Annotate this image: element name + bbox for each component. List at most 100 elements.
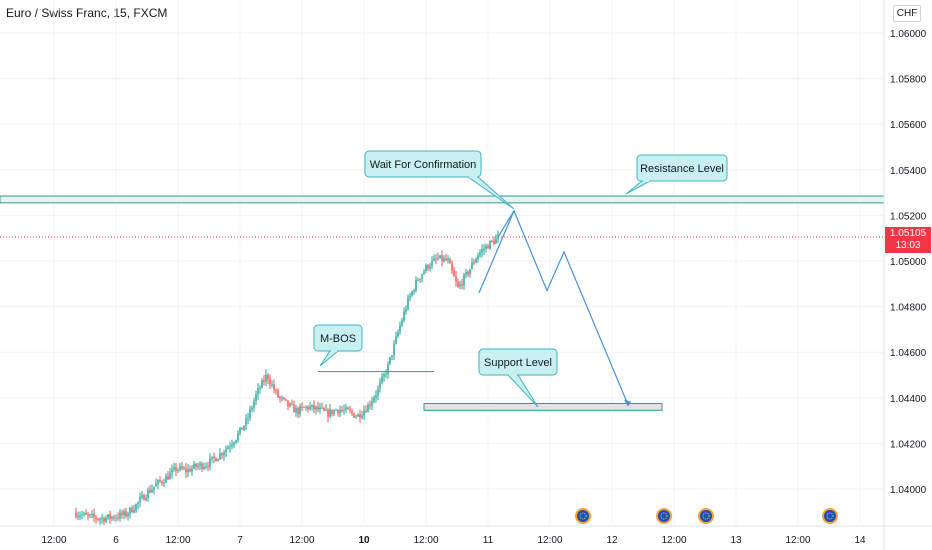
callout-label: Resistance Level xyxy=(640,163,724,175)
candle-body xyxy=(453,270,455,277)
candle-body xyxy=(413,290,415,292)
candle-body xyxy=(319,407,321,410)
candle-body xyxy=(93,513,95,517)
projection-path[interactable] xyxy=(478,209,629,405)
callout-wait-for-confirmation[interactable]: Wait For Confirmation xyxy=(364,150,515,210)
candle-body xyxy=(329,409,331,417)
candle-body xyxy=(433,258,435,261)
x-tick-label: 14 xyxy=(854,535,866,546)
candle-body xyxy=(483,248,485,250)
candle-body xyxy=(471,262,473,270)
x-tick-label: 12:00 xyxy=(289,535,314,546)
event-marker-icon[interactable] xyxy=(698,508,714,524)
candle-body xyxy=(447,259,449,261)
drawings[interactable]: Wait For Confirmation Resistance Level M-B… xyxy=(313,150,728,408)
candle-body xyxy=(199,463,201,466)
candle-body xyxy=(465,271,467,275)
candle-body xyxy=(451,263,453,271)
candle-body xyxy=(257,388,259,395)
candle-body xyxy=(249,409,251,418)
candle-body xyxy=(247,417,249,419)
candle-body xyxy=(373,397,375,402)
candle-body xyxy=(239,427,241,434)
candle-body xyxy=(497,235,499,239)
x-tick-label: 12:00 xyxy=(785,535,810,546)
y-tick-label: 1.04000 xyxy=(890,485,927,496)
currency-button[interactable]: CHF xyxy=(893,5,921,22)
x-tick-label: 12 xyxy=(606,535,618,546)
price-axis[interactable]: 1.06000 1.05800 1.05600 1.05400 1.05200 1.050… xyxy=(883,0,927,550)
candle-body xyxy=(133,510,135,513)
candle-body xyxy=(463,274,465,286)
candle-body xyxy=(163,482,165,484)
candle-body xyxy=(279,396,281,398)
callout-support-level[interactable]: Support Level xyxy=(478,348,558,408)
candle-body xyxy=(95,516,97,519)
resistance-zone[interactable] xyxy=(0,195,885,204)
candle-body xyxy=(313,404,315,410)
candle-body xyxy=(131,507,133,513)
candle-body xyxy=(119,512,121,519)
candle-body xyxy=(423,271,425,275)
time-axis[interactable]: 12:00 6 12:00 7 12:00 10 12:00 11 12:00 12 12:00 13… xyxy=(0,525,932,546)
candle-body xyxy=(421,274,423,279)
candle-body xyxy=(391,355,393,357)
candle-body xyxy=(295,408,297,413)
candle-body xyxy=(263,380,265,382)
candle-body xyxy=(317,406,319,410)
candle-body xyxy=(167,476,169,480)
candle-body xyxy=(321,407,323,409)
candle-body xyxy=(403,311,405,321)
current-price-tag: 1.05105 13:03 xyxy=(885,227,931,253)
candle-body xyxy=(359,414,361,418)
candle-body xyxy=(429,266,431,269)
chart-title: Euro / Swiss Franc, 15, FXCM xyxy=(6,6,168,20)
event-marker-icon[interactable] xyxy=(822,508,838,524)
candle-body xyxy=(217,458,219,462)
candle-body xyxy=(401,320,403,326)
event-marker-stars xyxy=(579,512,587,520)
candle-body xyxy=(107,514,109,518)
candle-body xyxy=(301,406,303,408)
candle-body xyxy=(443,258,445,262)
candle-body xyxy=(117,517,119,519)
candle-body xyxy=(155,483,157,487)
event-markers[interactable] xyxy=(575,508,838,524)
candle-body xyxy=(481,249,483,253)
callout-tail xyxy=(625,180,651,195)
callout-box xyxy=(636,154,728,182)
callout-box xyxy=(313,324,363,352)
candle-body xyxy=(369,404,371,406)
candle-body xyxy=(385,374,387,376)
candle-body xyxy=(241,427,243,430)
candle-body xyxy=(339,410,341,414)
x-tick-label: 7 xyxy=(237,535,243,546)
candle-body xyxy=(89,514,91,516)
candle-body xyxy=(129,507,131,514)
candle-body xyxy=(337,409,339,414)
candle-body xyxy=(197,465,199,467)
support-zone[interactable] xyxy=(423,403,663,411)
event-marker-icon[interactable] xyxy=(575,508,591,524)
candle-body xyxy=(377,388,379,396)
callout-mbos[interactable]: M-BOS xyxy=(313,324,363,367)
candle-body xyxy=(75,512,77,517)
candle-body xyxy=(363,410,365,416)
candle-body xyxy=(83,513,85,515)
candle-body xyxy=(277,390,279,397)
candle-body xyxy=(125,511,127,517)
event-marker-icon[interactable] xyxy=(656,508,672,524)
x-tick-label: 11 xyxy=(483,535,494,546)
candle-body xyxy=(205,466,207,468)
candle-body xyxy=(389,356,391,364)
callout-resistance-level[interactable]: Resistance Level xyxy=(625,154,728,195)
x-tick-label: 6 xyxy=(113,535,119,546)
levels xyxy=(0,195,885,411)
candle-body xyxy=(327,409,329,417)
candle-body xyxy=(427,265,429,269)
candle-body xyxy=(479,252,481,256)
candle-body xyxy=(157,480,159,484)
candle-body xyxy=(349,409,351,411)
candle-body xyxy=(273,384,275,390)
